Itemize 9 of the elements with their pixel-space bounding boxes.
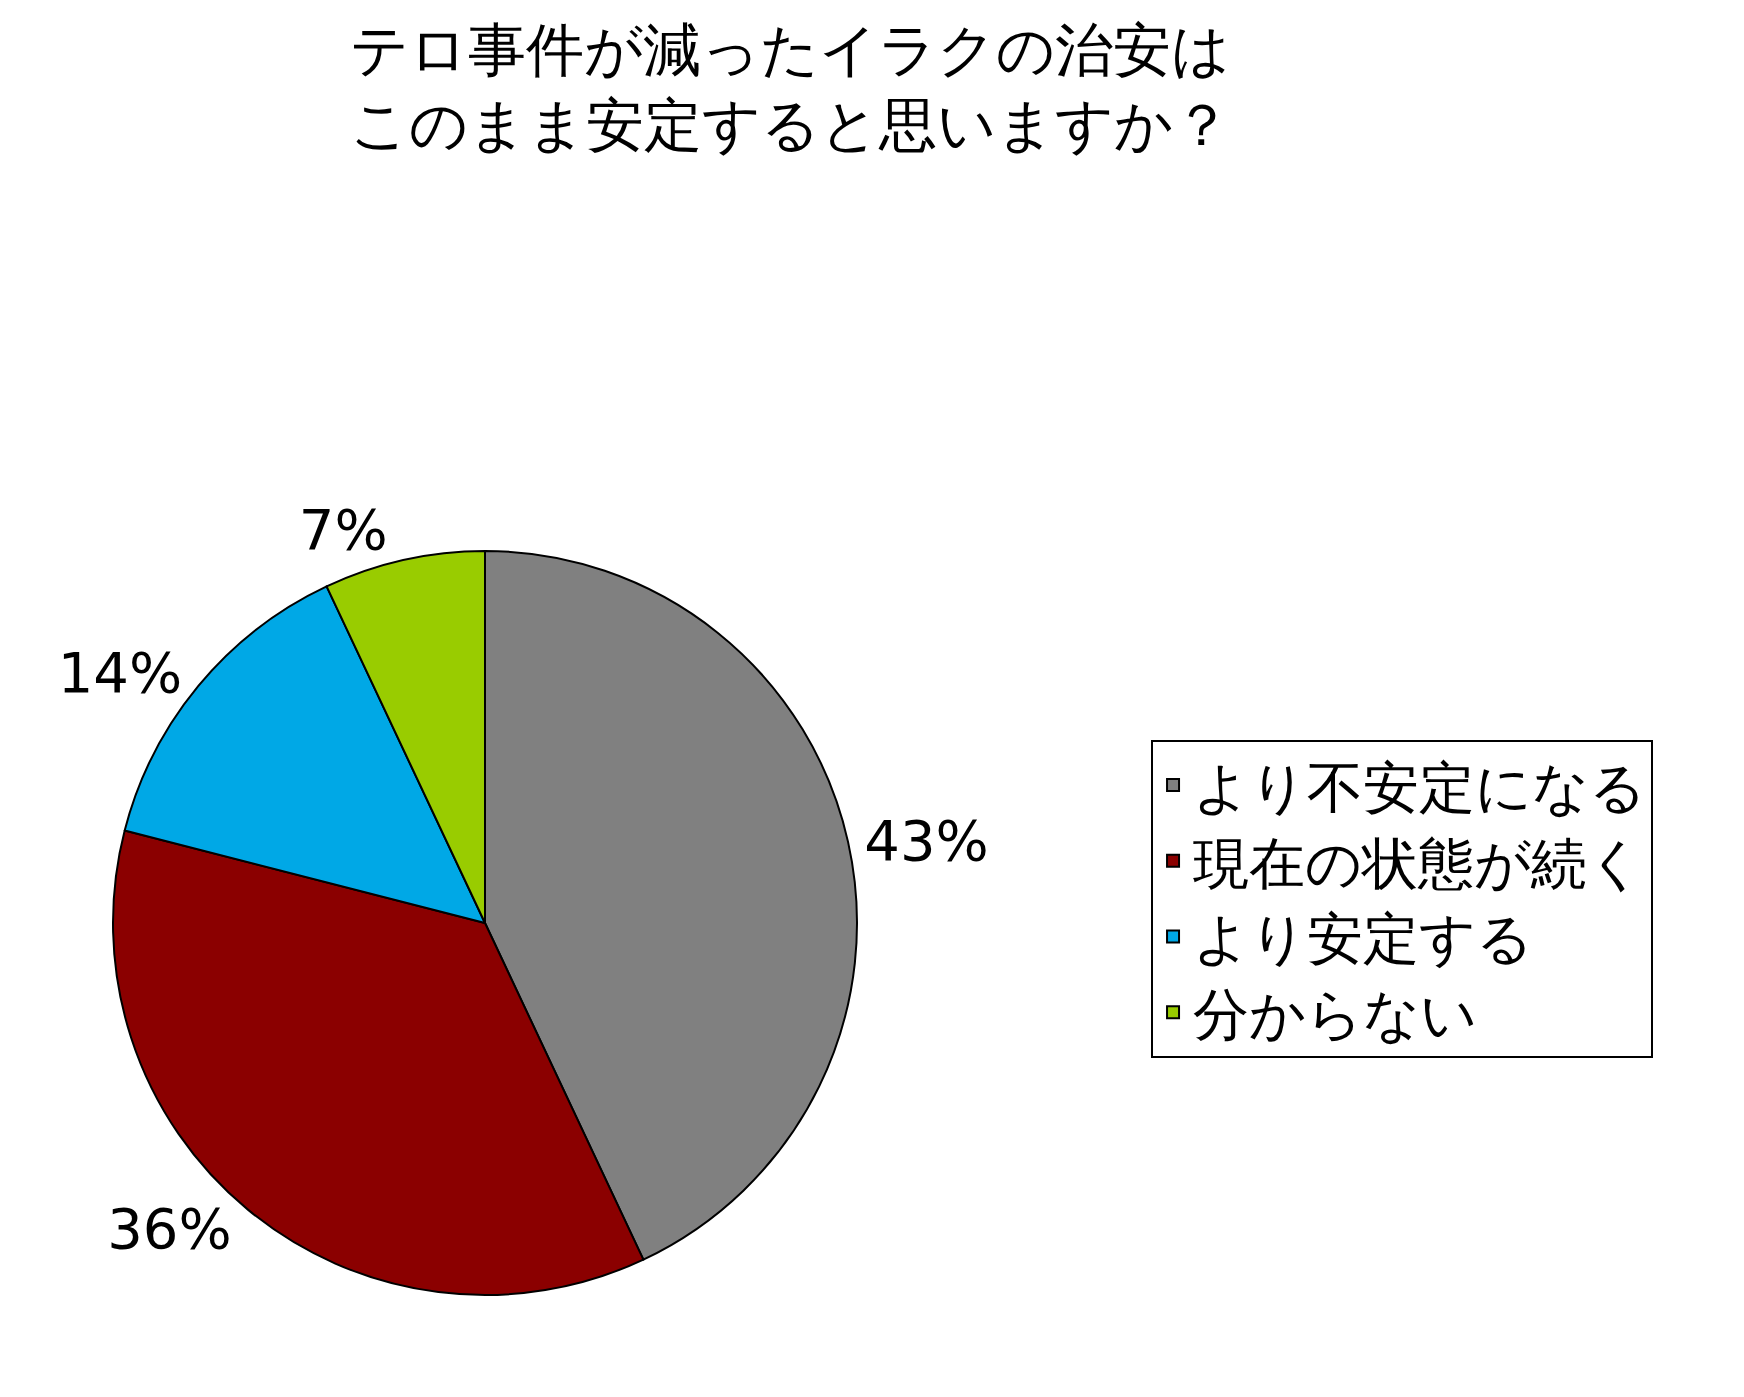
data-label: 36% bbox=[107, 1196, 232, 1262]
data-label: 43% bbox=[864, 807, 989, 873]
data-label: 7% bbox=[298, 496, 388, 562]
legend-label: より不安定になる bbox=[1193, 754, 1647, 820]
data-label: 14% bbox=[57, 640, 183, 706]
legend-label: 分からない bbox=[1193, 982, 1478, 1048]
legend-label: より安定する bbox=[1193, 906, 1534, 972]
legend-label: 現在の状態が続く bbox=[1193, 830, 1645, 896]
chart-title: テロ事件が減ったイラクの治安はこのまま安定すると思いますか？ bbox=[349, 15, 1231, 159]
